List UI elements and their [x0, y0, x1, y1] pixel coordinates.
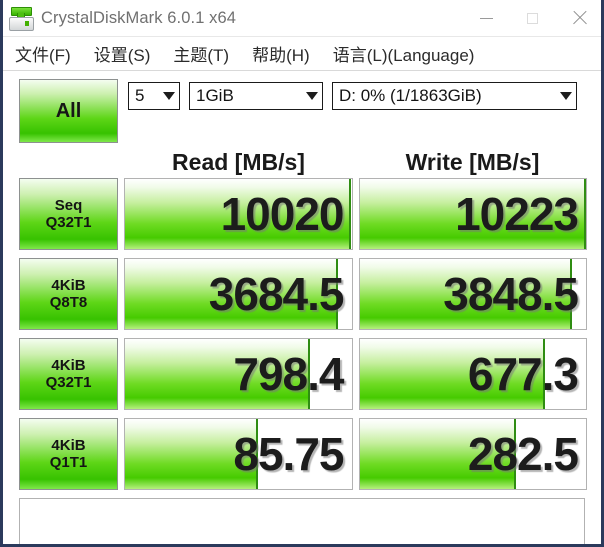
read-bar-fill [125, 259, 338, 329]
read-bar-fill [125, 339, 311, 409]
test-label-line2: Q1T1 [49, 454, 88, 471]
test-label-line1: 4KiB [51, 356, 86, 374]
target-drive-value: D: 0% (1/1863GiB) [339, 86, 482, 105]
write-result-cell: 3848.5 [358, 258, 587, 330]
window-controls [463, 0, 601, 36]
maximize-icon [526, 12, 538, 24]
test-size-select[interactable]: 1GiB [189, 82, 323, 110]
chevron-down-icon [560, 92, 572, 100]
table-row: 4KiB Q1T1 85.75 282.5 [19, 418, 587, 490]
write-column-header: Write [MB/s] [405, 148, 540, 175]
title-bar: CrystalDiskMark 6.0.1 x64 [3, 0, 601, 37]
maximize-button[interactable] [509, 0, 555, 36]
menu-item-language[interactable]: 语言(L)(Language) [332, 46, 475, 65]
write-value: 10223 [455, 188, 579, 240]
run-count-value: 5 [135, 86, 145, 105]
write-bar-fill [359, 419, 516, 489]
test-label-line1: 4KiB [51, 276, 86, 294]
read-bar-fill [125, 179, 352, 249]
column-headers: Read [MB/s] Write [MB/s] [19, 146, 587, 178]
run-all-button[interactable]: All [19, 79, 118, 143]
write-value: 677.3 [467, 348, 579, 400]
chevron-down-icon [306, 92, 318, 100]
menu-bar: 文件(F) 设置(S) 主题(T) 帮助(H) 语言(L)(Language) [3, 37, 601, 71]
read-bar-fill [125, 419, 259, 489]
read-result-cell: 3684.5 [124, 258, 353, 330]
close-button[interactable] [555, 0, 601, 36]
minimize-icon [479, 17, 493, 19]
test-selectors: 5 1GiB D: 0% (1/1863GiB) [128, 79, 586, 110]
test-label-line2: Q32T1 [45, 374, 92, 391]
table-row: 4KiB Q8T8 3684.5 3848.5 [19, 258, 587, 330]
test-label-line1: Seq [54, 196, 83, 214]
test-size-value: 1GiB [196, 86, 234, 105]
comment-box[interactable] [19, 498, 585, 544]
main-content: All 5 1GiB D: 0% (1/1863GiB) Read [MB/s] [3, 71, 601, 544]
test-label-line2: Q32T1 [45, 214, 92, 231]
table-row: 4KiB Q32T1 798.4 677.3 [19, 338, 587, 410]
test-label-line2: Q8T8 [49, 294, 88, 311]
chevron-down-icon [163, 92, 175, 100]
write-bar-fill [359, 339, 545, 409]
write-value: 3848.5 [443, 268, 579, 320]
menu-item-help[interactable]: 帮助(H) [252, 46, 310, 65]
menu-item-settings[interactable]: 设置(S) [93, 46, 151, 65]
test-button-4kib-q1t1[interactable]: 4KiB Q1T1 [19, 418, 118, 490]
table-row: Seq Q32T1 10020 10223 [19, 178, 587, 250]
test-label-line1: 4KiB [51, 436, 86, 454]
menu-item-file[interactable]: 文件(F) [15, 46, 71, 65]
test-button-4kib-q8t8[interactable]: 4KiB Q8T8 [19, 258, 118, 330]
test-button-seq-q32t1[interactable]: Seq Q32T1 [19, 178, 118, 250]
window-title: CrystalDiskMark 6.0.1 x64 [41, 8, 237, 27]
read-value: 85.75 [233, 428, 344, 480]
target-drive-select[interactable]: D: 0% (1/1863GiB) [332, 82, 577, 110]
close-icon [571, 11, 585, 25]
read-result-cell: 798.4 [124, 338, 353, 410]
write-result-cell: 677.3 [358, 338, 587, 410]
read-result-cell: 85.75 [124, 418, 353, 490]
read-value: 3684.5 [208, 268, 345, 320]
menu-item-theme[interactable]: 主题(T) [173, 46, 230, 65]
write-result-cell: 282.5 [358, 418, 587, 490]
read-value: 10020 [220, 188, 345, 240]
write-bar-fill [359, 259, 573, 329]
toolbar: All 5 1GiB D: 0% (1/1863GiB) [19, 79, 587, 145]
write-bar-fill [359, 179, 586, 249]
minimize-button[interactable] [463, 0, 509, 36]
read-result-cell: 10020 [124, 178, 353, 250]
write-value: 282.5 [467, 428, 579, 480]
read-column-header: Read [MB/s] [172, 148, 305, 175]
write-result-cell: 10223 [358, 178, 587, 250]
results-table: Seq Q32T1 10020 10223 4KiB Q8T8 [19, 178, 587, 490]
read-value: 798.4 [233, 348, 344, 400]
disk-drive-icon [8, 5, 34, 31]
run-count-select[interactable]: 5 [128, 82, 180, 110]
test-button-4kib-q32t1[interactable]: 4KiB Q32T1 [19, 338, 118, 410]
